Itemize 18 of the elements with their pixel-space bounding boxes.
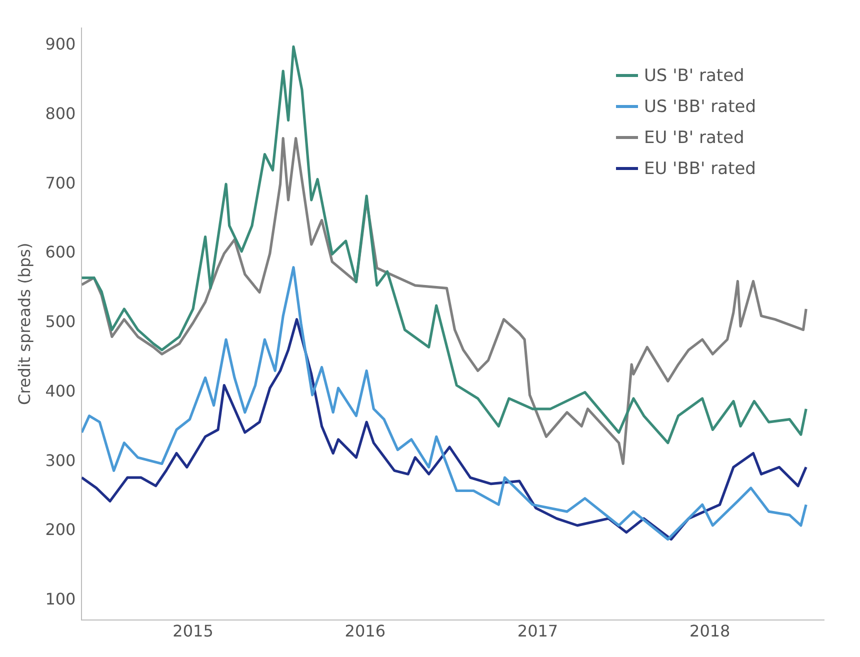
y-tick-label: 900 <box>45 34 76 54</box>
legend-label: US 'B' rated <box>644 66 744 86</box>
x-tick-label: 2015 <box>172 622 214 641</box>
y-tick-label: 500 <box>45 312 76 332</box>
y-tick-label: 100 <box>45 590 76 609</box>
legend-label: EU 'BB' rated <box>644 158 756 178</box>
y-tick-label: 300 <box>45 450 76 470</box>
legend-label: US 'BB' rated <box>644 96 756 116</box>
y-tick-label: 700 <box>45 173 76 192</box>
y-axis-title: Credit spreads (bps) <box>14 242 34 406</box>
x-tick-label: 2017 <box>517 622 558 641</box>
y-tick-label: 600 <box>45 242 76 262</box>
legend-label: EU 'B' rated <box>644 128 744 148</box>
y-tick-label: 800 <box>45 104 76 123</box>
x-tick-label: 2016 <box>344 622 386 641</box>
y-tick-label: 400 <box>45 381 76 400</box>
x-tick-label: 2018 <box>690 622 730 641</box>
y-tick-label: 200 <box>45 520 76 540</box>
